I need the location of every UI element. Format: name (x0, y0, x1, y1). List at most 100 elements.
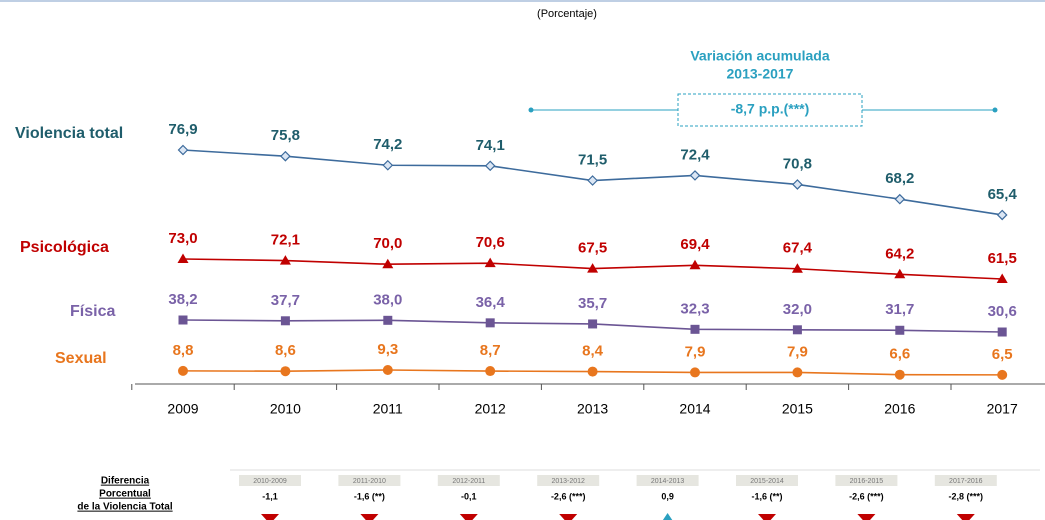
value-label: 74,2 (373, 136, 402, 153)
value-label: 64,2 (885, 245, 914, 262)
marker (587, 366, 598, 377)
period-label: 2012-2011 (452, 478, 485, 485)
period-label: 2011-2010 (353, 478, 386, 485)
value-label: 72,1 (271, 232, 300, 249)
annotation-end (528, 107, 534, 113)
marker (792, 325, 802, 335)
difference-label: -1,6 (**) (354, 491, 385, 501)
marker (485, 318, 495, 328)
annotation-period: 2013-2017 (727, 66, 794, 82)
marker (587, 263, 599, 273)
period-box (437, 475, 500, 486)
difference-label: -1,6 (**) (751, 491, 782, 501)
marker (996, 209, 1008, 221)
difference-label: -2,6 (***) (551, 491, 586, 501)
period-box (835, 475, 898, 486)
marker (587, 175, 598, 186)
x-tick-label: 2015 (782, 401, 813, 417)
marker (484, 257, 496, 268)
chart-subtitle: (Porcentaje) (537, 8, 597, 20)
marker (689, 259, 701, 270)
value-label: 38,2 (168, 291, 197, 308)
value-label: 32,3 (680, 300, 709, 317)
annotation-end (992, 107, 998, 113)
value-label: 76,9 (168, 121, 197, 138)
difference-label: -0,1 (461, 491, 477, 501)
difference-label: -2,8 (***) (949, 491, 984, 501)
difference-label: -2,6 (***) (849, 491, 884, 501)
value-label: 8,7 (480, 342, 501, 359)
x-tick-label: 2010 (270, 401, 301, 417)
difference-label: -1,1 (262, 491, 278, 501)
annotation-title: Variación acumulada (690, 48, 829, 64)
value-label: 31,7 (885, 301, 914, 318)
marker (791, 263, 803, 273)
value-label: 75,8 (271, 127, 300, 144)
series-name: Psicológica (20, 239, 109, 256)
marker (280, 316, 290, 326)
value-label: 71,5 (578, 151, 607, 168)
marker (792, 179, 803, 190)
period-box (537, 475, 600, 486)
value-label: 36,4 (476, 294, 506, 311)
value-label: 32,0 (783, 301, 812, 318)
x-tick-label: 2016 (884, 401, 915, 417)
marker (895, 325, 905, 335)
value-label: 8,6 (275, 342, 296, 359)
value-label: 70,6 (476, 234, 505, 251)
period-box (736, 475, 798, 486)
marker (177, 144, 189, 156)
x-tick-label: 2012 (475, 401, 506, 417)
marker (382, 258, 394, 269)
value-label: 37,7 (271, 292, 300, 309)
period-label: 2013-2012 (551, 478, 585, 485)
value-label: 6,6 (889, 346, 910, 363)
value-label: 67,4 (783, 240, 813, 257)
marker (690, 367, 700, 378)
difference-marker (261, 514, 279, 520)
value-label: 8,4 (582, 343, 604, 360)
value-label: 70,8 (783, 155, 812, 172)
difference-marker (559, 514, 578, 520)
value-label: 72,4 (680, 146, 710, 163)
value-label: 6,5 (992, 346, 1013, 363)
x-tick-label: 2009 (167, 401, 198, 417)
value-label: 30,6 (988, 303, 1017, 320)
x-tick-label: 2017 (987, 401, 1018, 417)
difference-label: 0,9 (661, 491, 674, 501)
period-label: 2014-2013 (651, 478, 685, 485)
value-label: 70,0 (373, 235, 402, 252)
marker (485, 366, 496, 377)
difference-marker (857, 514, 876, 520)
period-box (636, 475, 699, 486)
marker (280, 150, 291, 162)
table-label: Porcentual (99, 489, 151, 500)
difference-marker (662, 513, 673, 520)
difference-marker (360, 514, 379, 520)
marker (178, 365, 188, 376)
annotation-text: -8,7 p.p.(***) (731, 101, 810, 117)
marker (996, 273, 1008, 284)
period-label: 2016-2015 (850, 478, 884, 485)
marker (588, 319, 598, 329)
marker (382, 159, 394, 171)
value-label: 7,9 (787, 343, 808, 360)
period-label: 2017-2016 (949, 478, 983, 485)
period-box (338, 475, 401, 486)
table-label: Diferencia (101, 476, 150, 487)
series-name: Física (70, 303, 115, 320)
difference-marker (459, 514, 478, 520)
marker (894, 193, 906, 205)
marker (484, 160, 496, 172)
marker (997, 369, 1008, 380)
period-label: 2015-2014 (750, 478, 784, 485)
table-label: de la Violencia Total (77, 502, 172, 513)
marker (280, 366, 291, 377)
value-label: 67,5 (578, 240, 607, 257)
annotation-box (677, 93, 863, 127)
marker (382, 365, 393, 375)
marker (792, 367, 803, 378)
value-label: 61,5 (988, 250, 1017, 267)
marker (383, 315, 393, 325)
